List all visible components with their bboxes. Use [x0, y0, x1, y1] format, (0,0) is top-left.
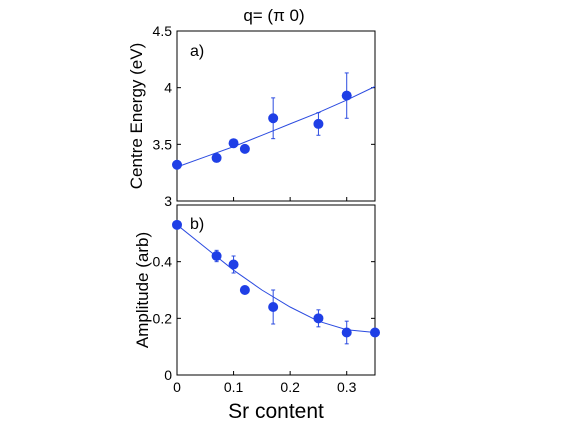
- panel-b-xlabel: Sr content: [228, 400, 324, 423]
- panel-a-xticks: [176, 197, 348, 201]
- xtick-label: 0: [173, 379, 181, 395]
- data-point: [211, 152, 222, 163]
- data-point: [228, 138, 239, 149]
- ytick-label: 3: [164, 193, 172, 209]
- data-point: [268, 113, 279, 124]
- figure-title: q= (π 0): [243, 6, 304, 25]
- panel-a-ylabel: Centre Energy (eV): [127, 43, 146, 189]
- fit-line: [176, 86, 376, 168]
- panel-a-points: [172, 90, 352, 170]
- panel-b-ylabel: Amplitude (arb): [133, 232, 152, 348]
- xtick-label: 0.1: [224, 379, 244, 395]
- fit-line: [176, 224, 376, 333]
- data-point: [239, 143, 250, 154]
- panel-b-label: b): [190, 216, 204, 233]
- panel-a-fit: [176, 86, 376, 168]
- ytick-label: 4.5: [153, 23, 173, 39]
- data-point: [211, 251, 222, 261]
- data-point: [239, 285, 250, 295]
- data-point: [313, 118, 324, 129]
- panel-a-yticks: 3 3.5 4 4.5: [153, 23, 375, 209]
- ytick-label: 0: [164, 367, 172, 383]
- data-point: [341, 327, 352, 338]
- panel-a-label: a): [190, 43, 204, 60]
- ytick-label: 3.5: [153, 136, 173, 152]
- data-point: [172, 159, 182, 170]
- panel-b: b) Amplitude (arb) 0 0.2 0.4 0 0.1 0.2 0.3 Sr…: [133, 204, 380, 423]
- panel-b-points: [172, 219, 380, 338]
- panel-b-yticks: 0 0.2 0.4: [153, 254, 375, 383]
- panel-b-fit: [176, 224, 376, 333]
- data-point: [268, 302, 279, 312]
- panel-a-errorbars: [271, 72, 349, 140]
- ytick-label: 4: [164, 80, 172, 96]
- xtick-label: 0.3: [337, 379, 357, 395]
- data-point: [313, 313, 324, 324]
- panel-a: a) Centre Energy (eV) 3 3.5 4 4.5: [127, 23, 376, 209]
- panel-b-frame: [176, 204, 376, 376]
- data-point: [172, 219, 182, 230]
- ytick-label: 0.2: [153, 310, 173, 326]
- ytick-label: 0.4: [153, 254, 173, 270]
- panel-a-frame: [176, 30, 376, 202]
- data-point: [228, 259, 239, 270]
- xtick-label: 0.2: [280, 379, 300, 395]
- panel-b-xticks: 0 0.1 0.2 0.3: [173, 371, 357, 395]
- data-point: [341, 90, 352, 101]
- data-point: [370, 327, 380, 338]
